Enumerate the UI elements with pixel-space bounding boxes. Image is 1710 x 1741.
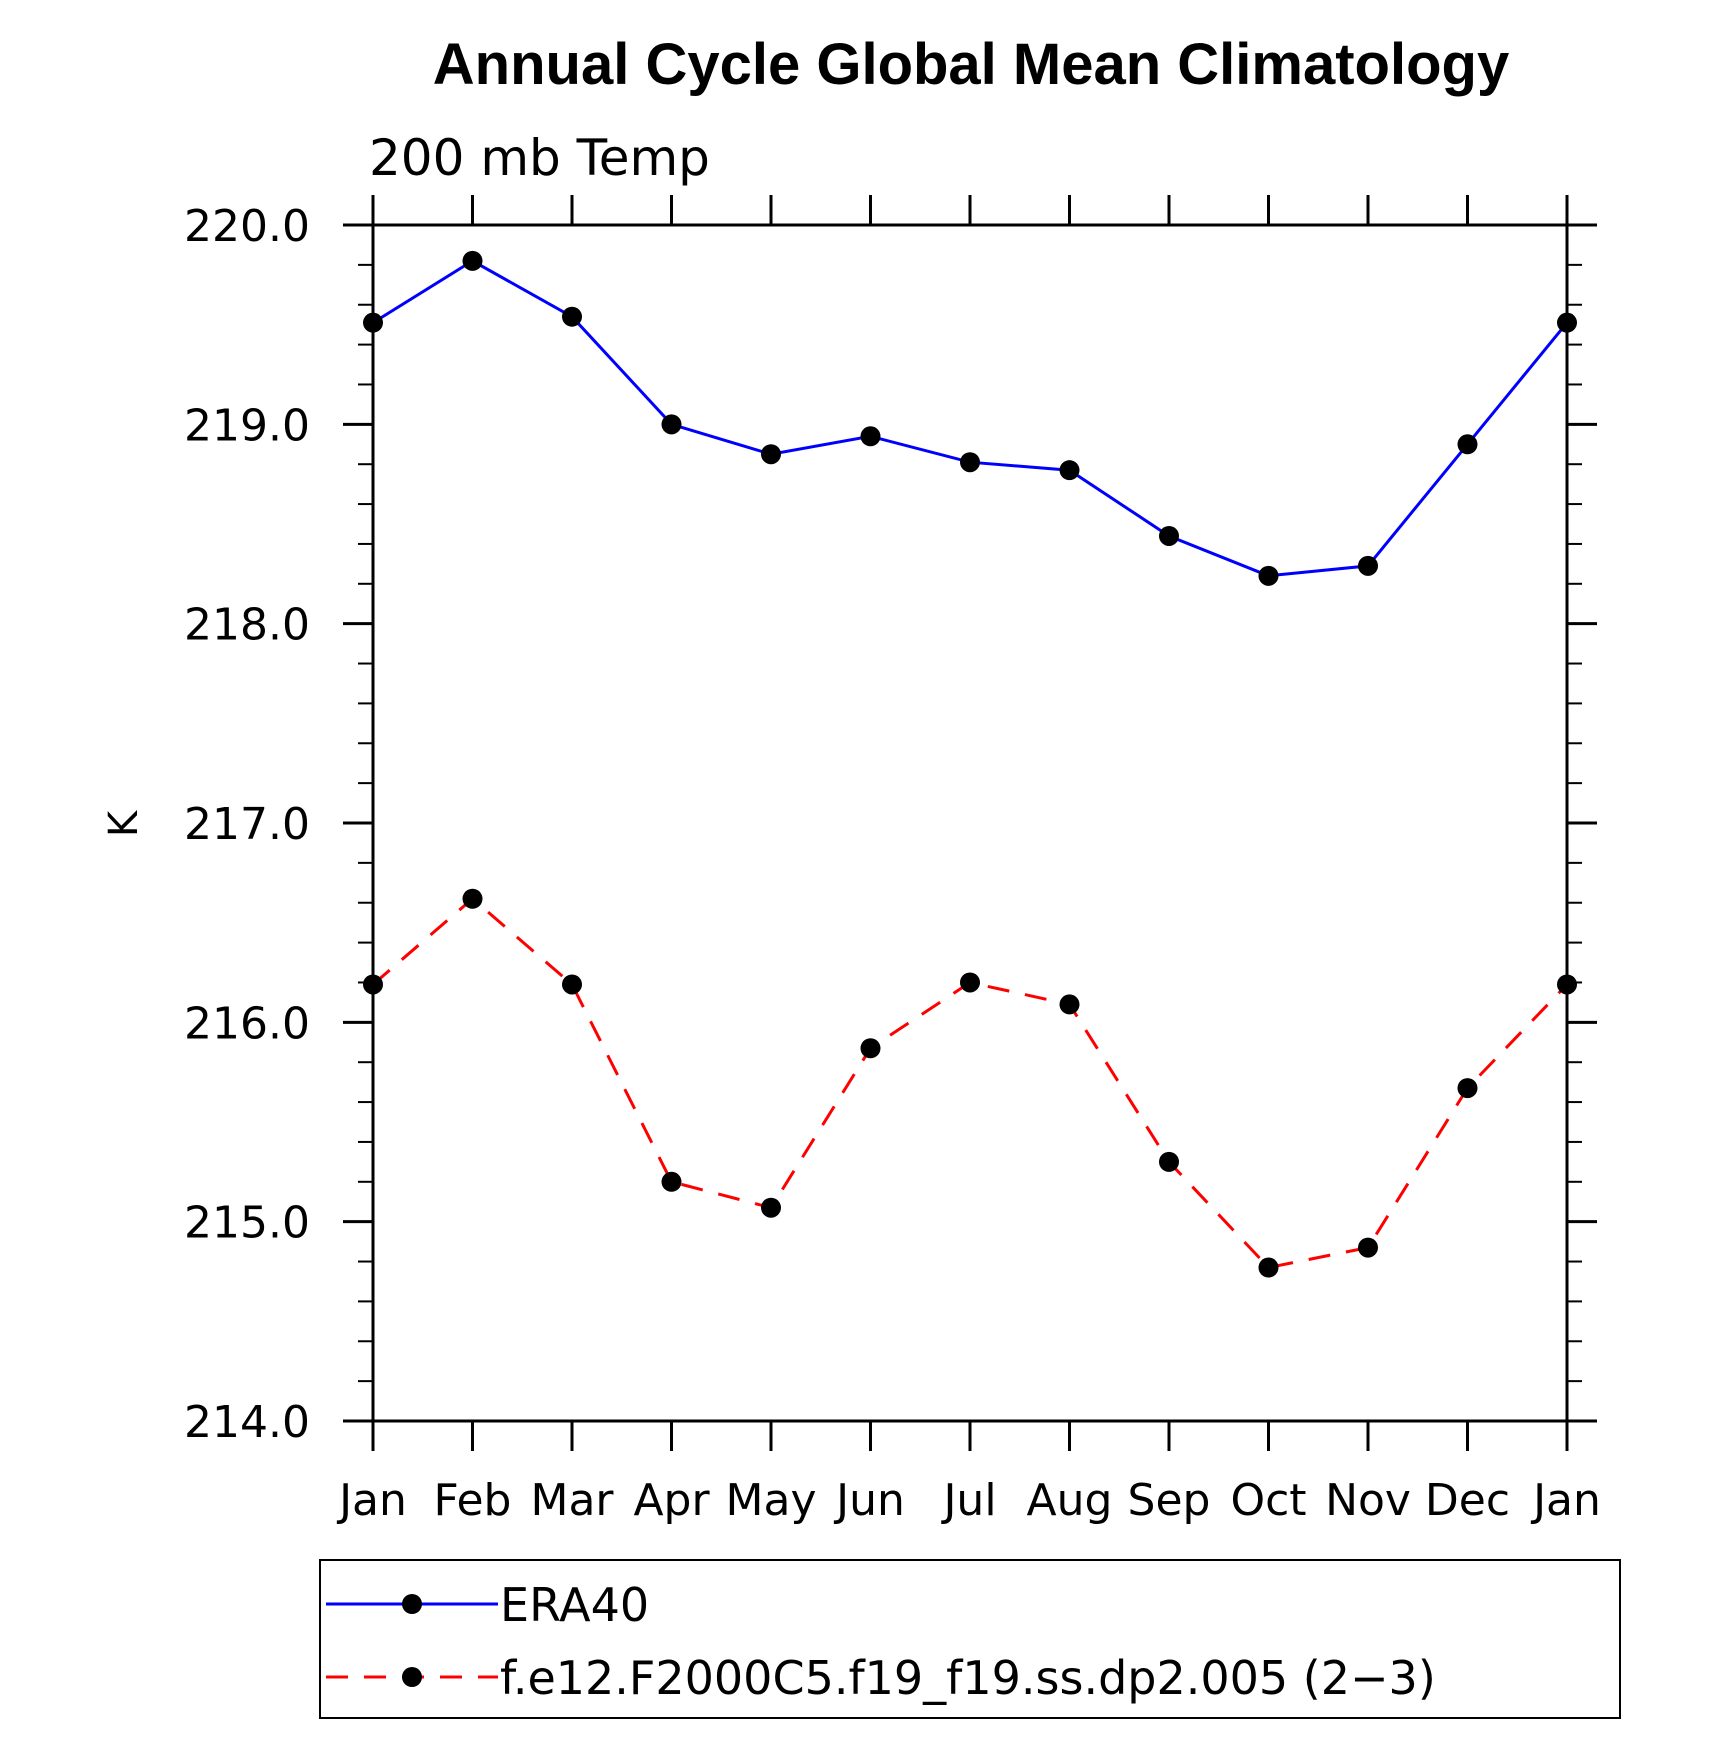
data-point (462, 250, 483, 271)
data-point (661, 414, 682, 435)
data-point (1059, 994, 1080, 1015)
x-tick-label: Jan (336, 1475, 407, 1526)
x-tick-label: Dec (1425, 1475, 1510, 1526)
data-point (1457, 1078, 1478, 1099)
x-tick-label: May (726, 1475, 817, 1526)
y-axis-label: K (101, 809, 147, 837)
x-tick-labels: Jan Feb Mar Apr May Jun Jul Aug Sep Oct Nov Dec Jan (336, 1475, 1601, 1526)
data-point (960, 452, 980, 473)
data-point (562, 974, 582, 995)
chart-title: Annual Cycle Global Mean Climatology (433, 32, 1509, 97)
x-tick-label: Nov (1325, 1475, 1411, 1526)
y-tick-label: 220.0 (184, 201, 310, 252)
axis-ticks (343, 195, 1597, 1451)
legend-marker-era40 (402, 1594, 422, 1614)
data-point (761, 1197, 781, 1218)
x-tick-label: Aug (1027, 1475, 1113, 1526)
data-point (761, 444, 781, 465)
data-point (960, 972, 980, 993)
x-tick-label: Mar (530, 1475, 614, 1526)
data-point (562, 306, 582, 327)
x-tick-label: Sep (1128, 1475, 1211, 1526)
data-point (860, 1038, 881, 1059)
legend: ERA40 f.e12.F2000C5.f19_f19.ss.dp2.005 (… (319, 1559, 1621, 1719)
x-tick-label: Apr (633, 1475, 710, 1526)
series-layer (363, 250, 1577, 1278)
y-tick-label: 218.0 (184, 600, 310, 651)
x-tick-label: Oct (1230, 1475, 1306, 1526)
data-point (1159, 525, 1179, 546)
y-tick-labels: 214.0 215.0 216.0 217.0 218.0 219.0 220.0 (184, 201, 310, 1448)
x-tick-label: Jun (833, 1475, 905, 1526)
data-point (1159, 1151, 1179, 1172)
data-point (661, 1171, 682, 1192)
y-tick-label: 219.0 (184, 400, 310, 451)
data-point (1059, 460, 1080, 481)
data-point (1358, 555, 1378, 576)
series-line-1 (372, 896, 1569, 1270)
data-point (1258, 1257, 1279, 1278)
chart-subtitle: 200 mb Temp (369, 129, 710, 187)
y-tick-label: 214.0 (184, 1397, 310, 1448)
data-point (860, 426, 881, 447)
x-tick-label: Feb (434, 1475, 512, 1526)
data-point (462, 888, 483, 909)
plot-frame (371, 223, 1569, 1423)
y-tick-label: 216.0 (184, 998, 310, 1049)
y-tick-label: 215.0 (184, 1198, 310, 1249)
legend-box (319, 1559, 1621, 1719)
legend-label-era40: ERA40 (500, 1578, 649, 1632)
x-tick-label: Jul (940, 1475, 996, 1526)
data-point (1457, 434, 1478, 455)
legend-label-model: f.e12.F2000C5.f19_f19.ss.dp2.005 (2−3) (500, 1651, 1436, 1705)
series-line-0 (372, 259, 1569, 578)
y-tick-label: 217.0 (184, 799, 310, 850)
x-tick-label: Jan (1530, 1475, 1601, 1526)
legend-marker-model (402, 1667, 422, 1687)
data-point (1258, 565, 1279, 586)
data-point (1358, 1237, 1378, 1258)
